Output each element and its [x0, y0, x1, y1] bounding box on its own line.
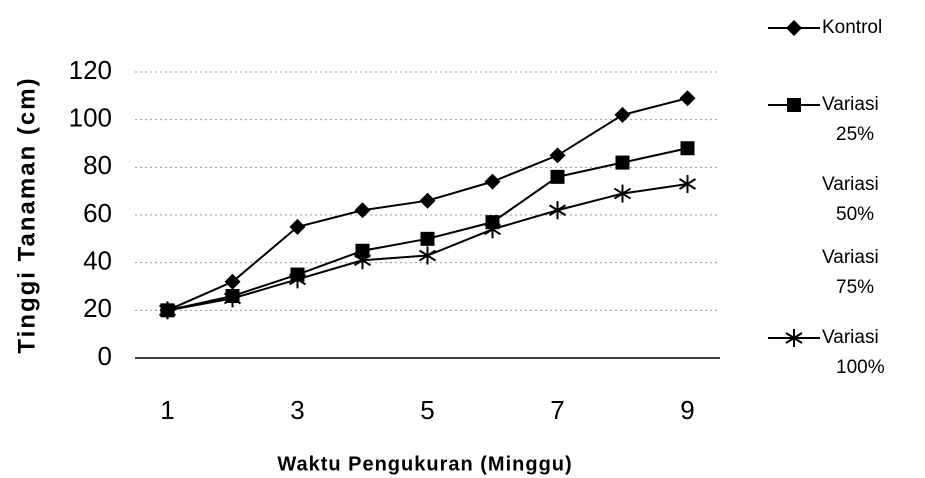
- point: [158, 301, 177, 320]
- y-tick-label: 80: [83, 150, 112, 180]
- point: [223, 289, 242, 308]
- legend-label-line: Variasi: [822, 327, 879, 348]
- point: [484, 173, 501, 190]
- legend-label: Variasi 50%: [822, 174, 879, 225]
- point-stroke: [223, 292, 242, 305]
- point-stroke: [483, 223, 502, 236]
- legend-label-line: 75%: [836, 277, 874, 298]
- x-tick-label: 9: [680, 395, 694, 425]
- legend-label-line: 50%: [836, 204, 874, 225]
- point: [679, 90, 696, 107]
- point: [224, 273, 241, 290]
- y-tick-label: 40: [83, 246, 112, 276]
- point-stroke: [613, 187, 632, 200]
- x-tick-label: 7: [550, 395, 564, 425]
- y-axis-label: Tinggi Tanaman (cm): [13, 76, 40, 353]
- point: [419, 192, 436, 209]
- x-tick-label: 3: [290, 395, 304, 425]
- point: [549, 147, 566, 164]
- x-axis-label: Waktu Pengukuran (Minggu): [277, 453, 572, 475]
- point-stroke: [548, 204, 567, 217]
- point: [550, 169, 565, 184]
- point-stroke: [158, 304, 177, 317]
- point: [354, 202, 371, 219]
- legend-label: Variasi 100%: [822, 327, 885, 378]
- point: [785, 329, 803, 347]
- point: [680, 141, 695, 156]
- y-tick-label: 120: [69, 55, 112, 85]
- legend-label: Variasi 25%: [822, 94, 879, 145]
- point: [418, 246, 437, 265]
- legend-label-line: Variasi: [822, 247, 879, 268]
- y-tick-label: 20: [83, 293, 112, 323]
- point: [678, 175, 697, 194]
- x-tick-label: 5: [420, 395, 434, 425]
- legend-label-line: Variasi: [822, 174, 879, 195]
- point-stroke: [418, 249, 437, 262]
- point: [355, 243, 370, 258]
- y-tick-label: 60: [83, 198, 112, 228]
- point: [548, 201, 567, 220]
- point-stroke: [678, 178, 697, 190]
- y-tick-label: 100: [69, 103, 112, 133]
- point: [613, 184, 632, 203]
- legend-label: Kontrol: [822, 17, 882, 38]
- legend-label-line: 100%: [836, 357, 885, 378]
- point: [483, 220, 502, 239]
- point: [289, 218, 306, 235]
- y-tick-label: 0: [98, 341, 112, 371]
- series-line: [167, 147, 688, 312]
- point: [614, 106, 631, 123]
- x-tick-label: 1: [160, 395, 174, 425]
- point-stroke: [288, 273, 307, 286]
- legend-label: Variasi 75%: [822, 247, 879, 298]
- legend-label-line: 25%: [836, 124, 874, 145]
- point-stroke: [353, 254, 372, 267]
- point: [787, 98, 801, 112]
- legend-label-line: Variasi: [822, 94, 879, 115]
- point: [615, 155, 630, 170]
- point: [786, 20, 802, 36]
- point: [420, 231, 435, 246]
- point: [288, 270, 307, 289]
- point-stroke: [785, 332, 803, 344]
- point: [353, 251, 372, 270]
